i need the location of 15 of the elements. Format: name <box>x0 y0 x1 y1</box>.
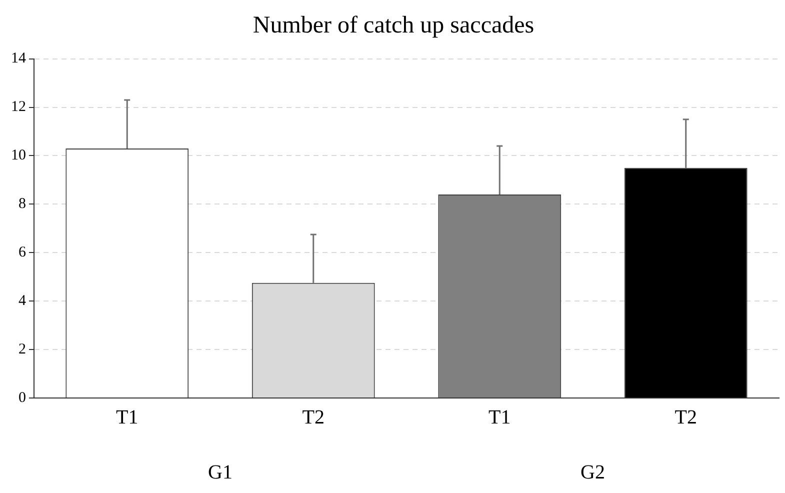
x-tick-label: T2 <box>674 406 697 428</box>
y-tick-label: 10 <box>11 148 26 164</box>
y-tick-label: 4 <box>18 293 26 310</box>
y-tick-label: 6 <box>18 244 26 261</box>
text: G2 <box>580 461 605 484</box>
y-tick-label: 0 <box>18 390 26 406</box>
x-tick-label: T2 <box>302 406 324 428</box>
x-tick-label: T1 <box>116 406 138 428</box>
y-tick-label: 12 <box>11 99 26 116</box>
x-tick-label: T1 <box>488 406 511 428</box>
chart-title: Number of catch up saccades <box>252 12 534 39</box>
y-tick-label: 2 <box>18 341 26 358</box>
text: G1 <box>208 461 232 484</box>
y-tick-label: 14 <box>11 50 26 67</box>
y-tick-label: 8 <box>18 196 26 212</box>
